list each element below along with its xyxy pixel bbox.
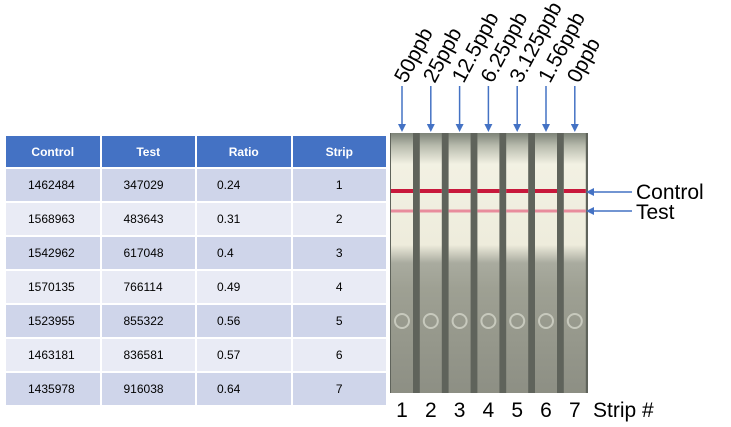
strip-number: 7 <box>569 399 581 422</box>
cell-test: 483643 <box>101 203 195 235</box>
control-band <box>477 189 500 193</box>
cell-strip: 4 <box>292 271 386 303</box>
sample-well <box>538 313 554 329</box>
test-strip <box>419 133 442 393</box>
cell-test: 916038 <box>101 373 195 405</box>
strip-body <box>535 133 557 393</box>
control-band <box>419 189 442 193</box>
test-strip <box>506 133 529 393</box>
cell-control: 1523955 <box>6 305 100 337</box>
cell-ratio: 0.64 <box>197 373 291 405</box>
cell-strip: 2 <box>292 203 386 235</box>
cell-test: 836581 <box>101 339 195 371</box>
test-strip <box>563 133 586 393</box>
table-row: 1568963 483643 0.31 2 <box>6 203 386 235</box>
strip-number: 4 <box>483 399 495 422</box>
cell-ratio: 0.49 <box>197 271 291 303</box>
test-band <box>419 209 442 213</box>
results-table: Control Test Ratio Strip 1462484 347029 … <box>4 134 388 407</box>
concentration-labels: 50ppb25ppb12.5ppb6.25ppb3.125ppb1.56ppb0… <box>390 0 605 86</box>
control-band <box>391 189 413 193</box>
test-strip <box>391 133 413 393</box>
strip-body <box>419 133 442 393</box>
test-band <box>391 209 413 213</box>
cell-strip: 5 <box>292 305 386 337</box>
strip-number: 1 <box>396 399 408 422</box>
cell-ratio: 0.56 <box>197 305 291 337</box>
test-band <box>535 209 557 213</box>
table-row: 1570135 766114 0.49 4 <box>6 271 386 303</box>
sample-well <box>480 313 497 329</box>
table-row: 1462484 347029 0.24 1 <box>6 169 386 201</box>
test-band-label: Test <box>636 201 675 224</box>
cell-strip: 6 <box>292 339 386 371</box>
table-row: 1435978 916038 0.64 7 <box>6 373 386 405</box>
cell-control: 1435978 <box>6 373 100 405</box>
test-band <box>477 209 500 213</box>
strip-body <box>391 133 413 393</box>
table-header-row: Control Test Ratio Strip <box>6 136 386 167</box>
test-band <box>506 209 529 213</box>
table-row: 1463181 836581 0.57 6 <box>6 339 386 371</box>
control-band <box>448 189 471 193</box>
strip-axis-label: Strip # <box>593 399 654 422</box>
strip-number: 2 <box>425 399 437 422</box>
sample-well <box>422 313 439 329</box>
cell-strip: 3 <box>292 237 386 269</box>
results-table-container: Control Test Ratio Strip 1462484 347029 … <box>6 134 388 407</box>
cell-ratio: 0.4 <box>197 237 291 269</box>
cell-strip: 1 <box>292 169 386 201</box>
table-row: 1542962 617048 0.4 3 <box>6 237 386 269</box>
control-band-label: Control <box>636 181 704 204</box>
test-band <box>448 209 471 213</box>
cell-control: 1462484 <box>6 169 100 201</box>
strip-body <box>448 133 471 393</box>
header-test: Test <box>101 136 195 167</box>
cell-test: 855322 <box>101 305 195 337</box>
cell-ratio: 0.24 <box>197 169 291 201</box>
strip-number: 6 <box>540 399 552 422</box>
strip-number: 3 <box>454 399 466 422</box>
cell-test: 347029 <box>101 169 195 201</box>
sample-well <box>566 313 583 329</box>
strip-body <box>563 133 586 393</box>
cell-control: 1568963 <box>6 203 100 235</box>
test-strip <box>535 133 557 393</box>
test-strip <box>477 133 500 393</box>
cell-control: 1463181 <box>6 339 100 371</box>
table-row: 1523955 855322 0.56 5 <box>6 305 386 337</box>
sample-well <box>509 313 526 329</box>
cell-ratio: 0.57 <box>197 339 291 371</box>
header-control: Control <box>6 136 100 167</box>
cell-control: 1542962 <box>6 237 100 269</box>
cell-test: 617048 <box>101 237 195 269</box>
header-ratio: Ratio <box>197 136 291 167</box>
control-band <box>506 189 529 193</box>
concentration-arrows <box>398 86 579 132</box>
cell-ratio: 0.31 <box>197 203 291 235</box>
strips-group <box>391 133 586 393</box>
cell-strip: 7 <box>292 373 386 405</box>
strip-number: 5 <box>511 399 523 422</box>
strip-body <box>506 133 529 393</box>
control-band <box>563 189 586 193</box>
header-strip: Strip <box>292 136 386 167</box>
sample-well <box>394 313 410 329</box>
cell-test: 766114 <box>101 271 195 303</box>
sample-well <box>451 313 468 329</box>
cell-control: 1570135 <box>6 271 100 303</box>
test-band <box>563 209 586 213</box>
control-band <box>535 189 557 193</box>
strip-body <box>477 133 500 393</box>
test-strip <box>448 133 471 393</box>
